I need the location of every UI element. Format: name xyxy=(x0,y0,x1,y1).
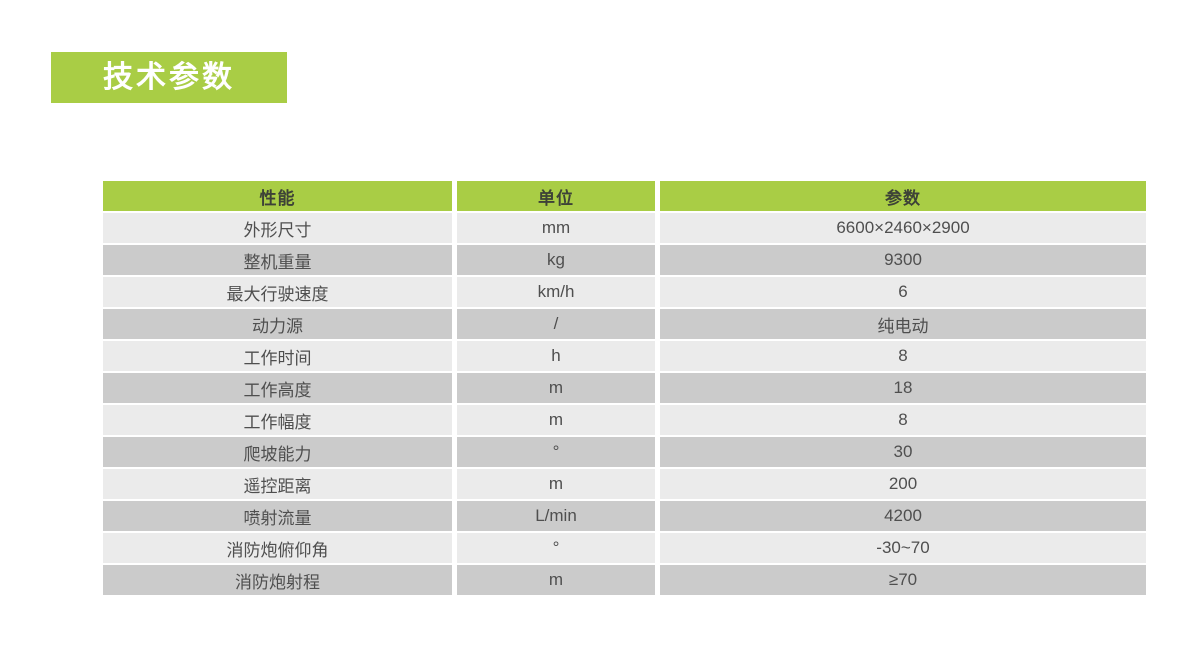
value-cell: 9300 xyxy=(660,245,1146,275)
performance-cell: 外形尺寸 xyxy=(103,213,452,243)
table-row: 整机重量 kg 9300 xyxy=(103,245,1146,275)
table-row: 爬坡能力 ° 30 xyxy=(103,437,1146,467)
unit-cell: ° xyxy=(457,437,655,467)
column-header-unit: 单位 xyxy=(457,181,655,211)
unit-cell: m xyxy=(457,565,655,595)
value-cell: 30 xyxy=(660,437,1146,467)
value-cell: 4200 xyxy=(660,501,1146,531)
table-row: 动力源 / 纯电动 xyxy=(103,309,1146,339)
table-row: 最大行驶速度 km/h 6 xyxy=(103,277,1146,307)
section-title-box: 技术参数 xyxy=(51,52,287,103)
table-row: 工作高度 m 18 xyxy=(103,373,1146,403)
value-cell: -30~70 xyxy=(660,533,1146,563)
unit-cell: kg xyxy=(457,245,655,275)
performance-cell: 动力源 xyxy=(103,309,452,339)
table-row: 消防炮俯仰角 ° -30~70 xyxy=(103,533,1146,563)
table-row: 工作幅度 m 8 xyxy=(103,405,1146,435)
value-cell: 18 xyxy=(660,373,1146,403)
performance-cell: 最大行驶速度 xyxy=(103,277,452,307)
unit-cell: mm xyxy=(457,213,655,243)
table-row: 外形尺寸 mm 6600×2460×2900 xyxy=(103,213,1146,243)
unit-cell: m xyxy=(457,373,655,403)
performance-cell: 工作时间 xyxy=(103,341,452,371)
table-row: 喷射流量 L/min 4200 xyxy=(103,501,1146,531)
performance-cell: 消防炮俯仰角 xyxy=(103,533,452,563)
column-header-performance: 性能 xyxy=(103,181,452,211)
table-row: 遥控距离 m 200 xyxy=(103,469,1146,499)
unit-cell: km/h xyxy=(457,277,655,307)
table-row: 工作时间 h 8 xyxy=(103,341,1146,371)
performance-cell: 工作幅度 xyxy=(103,405,452,435)
value-cell: ≥70 xyxy=(660,565,1146,595)
unit-cell: h xyxy=(457,341,655,371)
unit-cell: / xyxy=(457,309,655,339)
column-header-parameter: 参数 xyxy=(660,181,1146,211)
value-cell: 6600×2460×2900 xyxy=(660,213,1146,243)
table-header-row: 性能 单位 参数 xyxy=(103,181,1146,211)
technical-parameters-table: 性能 单位 参数 外形尺寸 mm 6600×2460×2900 整机重量 kg … xyxy=(103,181,1146,595)
value-cell: 200 xyxy=(660,469,1146,499)
performance-cell: 消防炮射程 xyxy=(103,565,452,595)
performance-cell: 喷射流量 xyxy=(103,501,452,531)
unit-cell: m xyxy=(457,405,655,435)
performance-cell: 整机重量 xyxy=(103,245,452,275)
value-cell: 8 xyxy=(660,405,1146,435)
value-cell: 6 xyxy=(660,277,1146,307)
value-cell: 8 xyxy=(660,341,1146,371)
table-row: 消防炮射程 m ≥70 xyxy=(103,565,1146,595)
performance-cell: 遥控距离 xyxy=(103,469,452,499)
unit-cell: m xyxy=(457,469,655,499)
unit-cell: ° xyxy=(457,533,655,563)
value-cell: 纯电动 xyxy=(660,309,1146,339)
unit-cell: L/min xyxy=(457,501,655,531)
performance-cell: 工作高度 xyxy=(103,373,452,403)
section-title: 技术参数 xyxy=(103,60,235,94)
performance-cell: 爬坡能力 xyxy=(103,437,452,467)
